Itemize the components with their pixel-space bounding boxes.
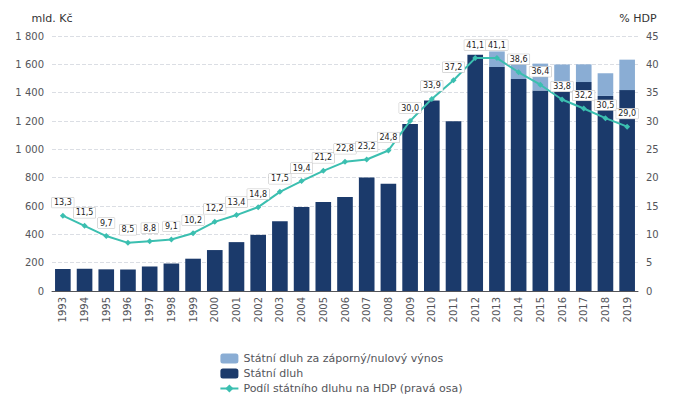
svg-text:2012: 2012	[470, 297, 481, 322]
svg-text:0: 0	[38, 286, 44, 297]
svg-text:12,2: 12,2	[206, 204, 224, 213]
svg-text:2006: 2006	[340, 297, 351, 322]
svg-text:1 800: 1 800	[15, 31, 44, 42]
svg-text:33,9: 33,9	[423, 81, 441, 90]
svg-text:33,8: 33,8	[553, 82, 571, 91]
svg-text:19,4: 19,4	[293, 164, 311, 173]
svg-text:1998: 1998	[166, 297, 177, 322]
svg-text:800: 800	[25, 172, 44, 183]
svg-text:21,2: 21,2	[314, 153, 332, 162]
svg-text:2013: 2013	[491, 297, 502, 322]
svg-text:200: 200	[25, 257, 44, 268]
svg-text:2007: 2007	[361, 297, 372, 322]
svg-text:10: 10	[646, 229, 659, 240]
svg-text:38,6: 38,6	[510, 55, 528, 64]
svg-text:2008: 2008	[383, 297, 394, 322]
svg-text:36,4: 36,4	[531, 67, 549, 76]
svg-text:1 600: 1 600	[15, 59, 44, 70]
svg-text:35: 35	[646, 87, 659, 98]
svg-text:2004: 2004	[296, 297, 307, 322]
svg-text:2009: 2009	[405, 297, 416, 322]
svg-text:24,8: 24,8	[380, 133, 398, 142]
svg-text:2015: 2015	[535, 297, 546, 322]
svg-text:1994: 1994	[79, 297, 90, 322]
svg-text:13,4: 13,4	[228, 198, 246, 207]
svg-text:9,7: 9,7	[100, 219, 113, 228]
svg-text:30,0: 30,0	[401, 104, 419, 113]
svg-text:41,1: 41,1	[466, 41, 484, 50]
svg-text:5: 5	[646, 257, 652, 268]
svg-text:400: 400	[25, 229, 44, 240]
svg-text:600: 600	[25, 201, 44, 212]
svg-text:25: 25	[646, 144, 659, 155]
svg-text:23,2: 23,2	[358, 142, 376, 151]
svg-text:45: 45	[646, 31, 659, 42]
svg-text:29,0: 29,0	[618, 109, 636, 118]
svg-text:2011: 2011	[448, 297, 459, 322]
svg-text:8,5: 8,5	[122, 225, 135, 234]
svg-text:30,5: 30,5	[597, 101, 615, 110]
svg-text:17,5: 17,5	[271, 174, 289, 183]
svg-text:40: 40	[646, 59, 659, 70]
svg-text:mld. Kč: mld. Kč	[31, 12, 72, 25]
svg-text:2018: 2018	[600, 297, 611, 322]
svg-text:1 400: 1 400	[15, 87, 44, 98]
svg-text:1 200: 1 200	[15, 116, 44, 127]
svg-text:1997: 1997	[144, 297, 155, 322]
svg-text:32,2: 32,2	[575, 91, 593, 100]
svg-text:2001: 2001	[231, 297, 242, 322]
svg-text:Státní dluh za záporný/nulový: Státní dluh za záporný/nulový výnos	[243, 352, 443, 365]
svg-text:41,1: 41,1	[488, 41, 506, 50]
svg-text:13,3: 13,3	[54, 198, 72, 207]
svg-text:10,2: 10,2	[184, 216, 202, 225]
svg-text:1 000: 1 000	[15, 144, 44, 155]
svg-text:20: 20	[646, 172, 659, 183]
svg-text:22,8: 22,8	[336, 144, 354, 153]
svg-text:2017: 2017	[578, 297, 589, 322]
svg-text:2019: 2019	[622, 297, 633, 322]
svg-text:14,8: 14,8	[249, 190, 267, 199]
svg-text:2000: 2000	[209, 297, 220, 322]
svg-text:37,2: 37,2	[445, 63, 463, 72]
svg-text:9,1: 9,1	[165, 222, 178, 231]
svg-text:15: 15	[646, 201, 659, 212]
svg-text:1996: 1996	[122, 297, 133, 322]
svg-text:Podíl státního dluhu na HDP (p: Podíl státního dluhu na HDP (pravá osa)	[243, 382, 462, 395]
svg-text:% HDP: % HDP	[619, 12, 657, 25]
svg-text:2002: 2002	[253, 297, 264, 322]
svg-text:30: 30	[646, 116, 659, 127]
svg-text:2016: 2016	[557, 297, 568, 322]
svg-text:2010: 2010	[426, 297, 437, 322]
svg-text:2003: 2003	[274, 297, 285, 322]
svg-text:2005: 2005	[318, 297, 329, 322]
svg-text:1993: 1993	[57, 297, 68, 322]
svg-text:1999: 1999	[188, 297, 199, 322]
svg-text:Státní dluh: Státní dluh	[243, 367, 303, 380]
svg-text:11,5: 11,5	[76, 208, 94, 217]
svg-text:1995: 1995	[101, 297, 112, 322]
svg-text:8,8: 8,8	[143, 224, 156, 233]
svg-text:2014: 2014	[513, 297, 524, 322]
svg-text:0: 0	[646, 286, 652, 297]
